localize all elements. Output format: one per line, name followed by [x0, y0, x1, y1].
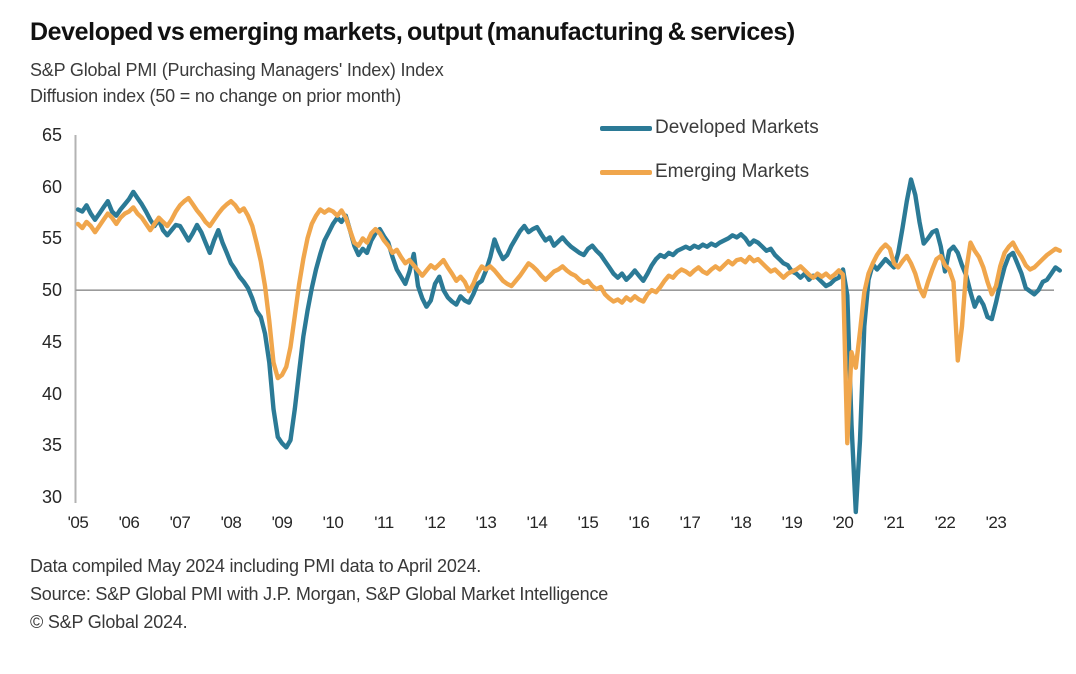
x-tick-label: '07	[169, 513, 191, 532]
x-tick-label: '05	[67, 513, 89, 532]
footer-source-note: Source: S&P Global PMI with J.P. Morgan,…	[30, 584, 609, 604]
y-tick-label: 50	[41, 280, 62, 301]
chart-title: Developed vs emerging markets, output (m…	[30, 18, 795, 46]
x-tick-label: '18	[730, 513, 752, 532]
footer-data-compiled-note: Data compiled May 2024 including PMI dat…	[30, 556, 482, 576]
y-tick-label: 30	[41, 487, 62, 507]
emerging-markets-line-swatch	[600, 169, 652, 175]
legend-item-developed-markets: Developed Markets	[600, 116, 819, 140]
x-tick-label: '08	[220, 513, 242, 532]
y-tick-label: 35	[41, 435, 62, 456]
y-tick-label: 45	[41, 331, 62, 352]
x-tick-label: '16	[628, 513, 650, 532]
x-tick-label: '20	[832, 513, 854, 532]
x-tick-label: '13	[475, 513, 497, 532]
x-tick-label: '10	[322, 513, 344, 532]
x-tick-label: '06	[118, 513, 140, 532]
x-tick-label: '21	[883, 513, 905, 532]
developed-markets-line	[75, 177, 1063, 515]
chart-subtitle-index-name: S&P Global PMI (Purchasing Managers' Ind…	[30, 60, 444, 80]
x-tick-label: '17	[679, 513, 701, 532]
x-tick-label: '23	[985, 513, 1007, 532]
x-tick-label: '11	[374, 513, 394, 532]
developed-markets-line-swatch	[600, 125, 652, 131]
legend-label-developed-markets: Developed Markets	[655, 117, 819, 138]
x-tick-label: '22	[934, 513, 956, 532]
footer-copyright: © S&P Global 2024.	[30, 612, 188, 632]
emerging-markets-line	[75, 195, 1063, 446]
x-tick-label: '09	[271, 513, 293, 532]
y-tick-label: 40	[41, 383, 62, 404]
y-tick-label: 65	[41, 125, 62, 145]
x-tick-label: '14	[526, 513, 548, 532]
y-tick-label: 60	[41, 176, 62, 197]
legend-label-emerging-markets: Emerging Markets	[655, 161, 810, 182]
chart-subtitle-diffusion-note: Diffusion index (50 = no change on prior…	[30, 86, 401, 106]
y-tick-label: 55	[41, 228, 62, 249]
x-tick-label: '12	[424, 513, 446, 532]
legend-item-emerging-markets: Emerging Markets	[600, 160, 809, 184]
x-tick-label: '15	[577, 513, 599, 532]
x-tick-label: '19	[781, 513, 803, 532]
